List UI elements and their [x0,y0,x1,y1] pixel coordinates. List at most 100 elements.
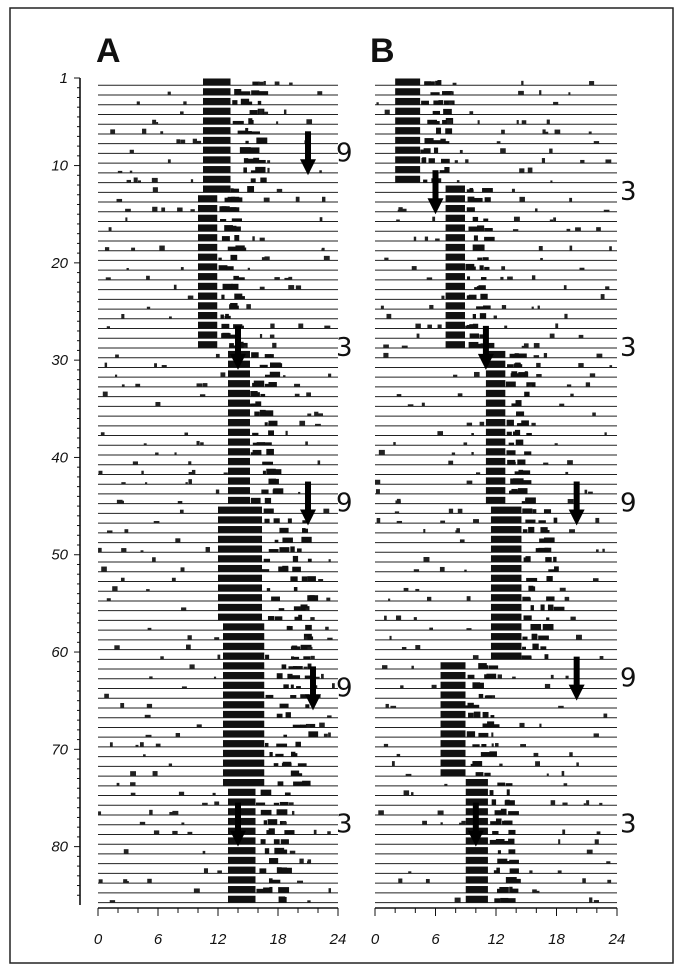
activity-spike [499,763,503,767]
activity-spike [521,80,524,86]
activity-spike [282,821,287,825]
activity-spike [569,752,573,757]
activity-bout [228,798,256,806]
activity-bout [445,224,465,232]
activity-spike [452,82,457,86]
activity-burst [473,235,478,241]
activity-spike [321,196,326,203]
activity-spike [142,128,147,134]
activity-bout [485,409,506,417]
activity-spike [327,637,333,640]
activity-spike [446,119,452,125]
activity-burst [284,830,295,835]
activity-spike [155,401,161,407]
activity-spike [261,257,267,261]
activity-burst [226,266,234,271]
activity-burst [484,772,491,777]
activity-spike [384,615,387,621]
activity-spike [554,129,561,134]
activity-spike [179,509,184,514]
activity-spike [274,277,280,280]
activity-bout [395,78,421,86]
activity-spike [187,831,193,835]
x-tick-label: 0 [371,931,380,948]
activity-spike [305,441,308,446]
activity-spike [569,529,575,533]
activity-burst [303,528,309,533]
activity-burst [260,177,267,183]
activity-burst [476,286,486,290]
activity-spike [596,353,603,358]
activity-spike [212,792,216,796]
activity-spike [328,732,331,738]
activity-spike [413,617,417,621]
activity-burst [270,478,279,485]
activity-spike [385,703,389,708]
condition-label: 3 [336,333,353,363]
activity-burst [302,528,306,533]
activity-spike [176,139,181,144]
activity-spike [217,870,222,874]
activity-spike [497,674,502,679]
activity-spike [307,646,313,650]
activity-burst [269,886,273,893]
activity-spike [215,489,220,494]
activity-spike [595,517,600,524]
activity-burst [509,868,519,874]
activity-burst [265,654,270,660]
y-tick-label: 30 [51,352,68,369]
activity-spike [187,635,192,640]
activity-spike [274,81,280,86]
activity-burst [477,682,484,689]
activity-spike [564,313,568,319]
activity-spike [437,431,444,436]
activity-spike [153,521,160,524]
activity-bout [485,457,506,465]
activity-spike [144,714,151,718]
activity-spike [123,879,128,884]
shift-arrow-head [568,509,585,526]
activity-burst [482,257,489,261]
y-tick-label: 60 [51,644,68,661]
activity-burst [524,451,532,456]
activity-spike [471,433,474,436]
shift-arrow-head [230,353,246,370]
activity-spike [299,420,306,426]
activity-spike [537,305,540,310]
activity-burst [255,401,262,407]
activity-burst [281,867,288,874]
y-tick-label: 80 [51,839,68,856]
activity-burst [302,520,309,524]
activity-burst [240,91,251,96]
activity-spike [533,752,539,757]
activity-burst [229,334,241,339]
activity-spike [386,313,392,319]
activity-burst [472,216,479,222]
activity-spike [593,141,600,144]
activity-burst [544,547,552,553]
activity-burst [305,624,312,631]
activity-bout [395,88,421,96]
activity-burst [220,314,224,319]
activity-burst [260,393,266,397]
activity-burst [273,469,282,475]
activity-burst [469,704,480,708]
activity-bout [490,545,522,553]
activity-burst [246,158,254,164]
activity-spike [401,646,407,650]
condition-label: 9 [336,489,353,519]
activity-burst [260,839,266,845]
activity-burst [507,898,516,903]
activity-burst [423,148,431,154]
activity-burst [540,604,545,611]
activity-spike [561,770,565,777]
activity-burst [466,295,471,300]
activity-burst [308,731,319,738]
activity-burst [243,158,249,164]
activity-spike [140,550,144,553]
activity-spike [317,91,323,96]
activity-spike [121,384,125,387]
activity-spike [310,655,315,660]
activity-spike [160,656,164,660]
activity-spike [496,141,501,144]
